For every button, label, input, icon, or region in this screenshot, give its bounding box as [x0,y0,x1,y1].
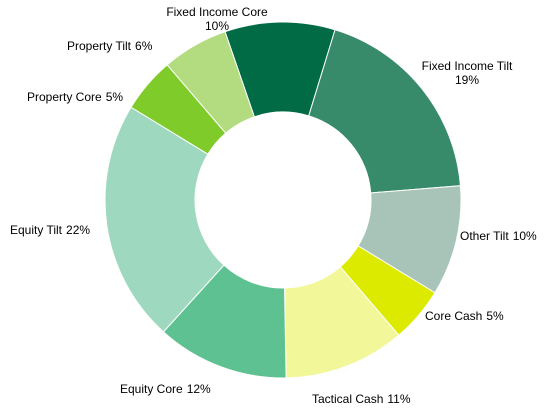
segment-label: Tactical Cash 11% [312,392,411,406]
segment-label: Core Cash 5% [425,309,504,323]
segment-label: Other Tilt 10% [460,229,537,243]
value-label: 22% [66,223,90,237]
category-label: Fixed Income Tilt [422,59,513,73]
value-label: 5% [106,90,124,104]
category-label: Equity Core [120,382,183,396]
value-label: 5% [486,309,504,323]
value-label: 19% [455,73,479,87]
value-label: 6% [135,39,153,53]
value-label: 10% [513,229,537,243]
category-label: Fixed Income Core [166,5,268,19]
category-label: Core Cash [425,309,482,323]
category-label: Tactical Cash [312,392,383,406]
category-label: Equity Tilt [10,223,63,237]
value-label: 10% [205,19,229,33]
value-label: 11% [387,392,410,406]
donut-segment [308,29,461,194]
segment-label: Property Tilt 6% [67,39,153,53]
donut-segment [166,31,255,134]
segment-label: Fixed Income Tilt 19% [422,59,513,87]
donut-segment [104,106,225,333]
category-label: Other Tilt [460,229,509,243]
segment-label: Equity Tilt 22% [10,223,90,237]
category-label: Property Tilt [67,39,132,53]
value-label: 12% [187,382,211,396]
segment-label: Property Core 5% [27,90,123,104]
segment-label: Equity Core 12% [120,382,211,396]
category-label: Property Core [27,90,102,104]
segment-label: Fixed Income Core 10% [166,5,268,33]
